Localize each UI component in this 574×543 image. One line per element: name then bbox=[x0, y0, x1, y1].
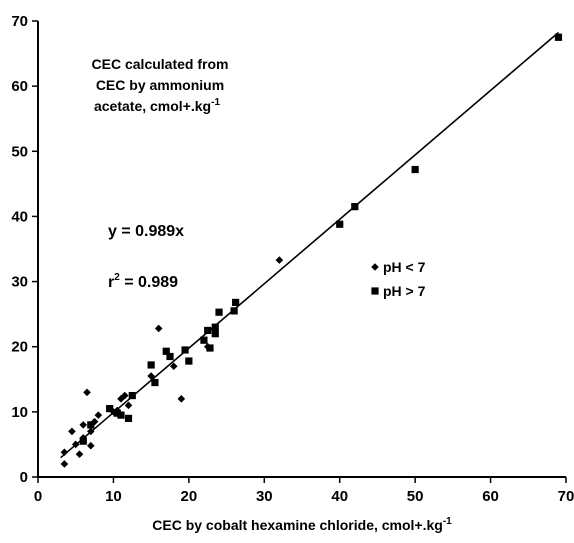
data-point-ph-above-7 bbox=[106, 405, 114, 413]
data-point-ph-above-7 bbox=[215, 308, 223, 316]
annotation-superscript: -1 bbox=[211, 97, 220, 108]
x-tick-label: 20 bbox=[181, 488, 198, 505]
data-point-ph-below-7 bbox=[79, 421, 88, 429]
data-point-ph-below-7 bbox=[75, 450, 84, 458]
data-point-ph-above-7 bbox=[147, 361, 155, 369]
annotation-line-2: CEC by ammonium bbox=[96, 77, 224, 93]
legend-label: pH < 7 bbox=[383, 259, 426, 275]
y-tick-label: 50 bbox=[11, 143, 28, 160]
data-point-ph-above-7 bbox=[151, 378, 159, 387]
data-point-ph-above-7 bbox=[232, 298, 240, 307]
legend-label: pH > 7 bbox=[383, 283, 426, 299]
data-point-ph-below-7 bbox=[117, 395, 125, 403]
data-point-ph-above-7 bbox=[166, 352, 174, 361]
data-point-ph-above-7 bbox=[162, 347, 170, 355]
x-tick-label: 40 bbox=[331, 488, 348, 505]
data-point-ph-above-7 bbox=[181, 346, 189, 354]
y-tick-label: 20 bbox=[11, 339, 28, 356]
data-point-ph-above-7 bbox=[113, 409, 121, 417]
regression-line bbox=[60, 31, 559, 459]
annotation-line-1: CEC calculated from bbox=[92, 56, 229, 72]
x-tick-label: 10 bbox=[105, 488, 122, 505]
data-point-ph-above-7 bbox=[230, 307, 238, 315]
data-point-ph-above-7 bbox=[336, 220, 344, 228]
data-point-ph-above-7 bbox=[128, 391, 136, 400]
x-axis-title: CEC by cobalt hexamine chloride, cmol+.k… bbox=[152, 516, 452, 533]
data-point-ph-below-7 bbox=[177, 395, 186, 403]
r-squared: r2 = 0.989 bbox=[108, 272, 178, 291]
data-point-ph-below-7 bbox=[60, 460, 69, 468]
data-point-ph-above-7 bbox=[411, 165, 419, 174]
x-tick-label: 0 bbox=[34, 488, 42, 505]
legend: pH < 7 pH > 7 bbox=[371, 259, 426, 299]
data-points bbox=[60, 33, 563, 468]
data-point-ph-above-7 bbox=[211, 330, 219, 338]
data-point-ph-below-7 bbox=[83, 388, 91, 397]
x-axis-title-superscript: -1 bbox=[443, 516, 452, 527]
data-point-ph-below-7 bbox=[71, 440, 80, 449]
y-tick-label: 70 bbox=[11, 13, 28, 30]
annotation-line-3: acetate, cmol+.kg-1 bbox=[94, 97, 220, 114]
legend-marker bbox=[371, 263, 379, 271]
data-point-ph-below-7 bbox=[87, 427, 95, 436]
data-point-ph-below-7 bbox=[60, 448, 69, 457]
y-tick-label: 30 bbox=[11, 274, 28, 291]
data-point-ph-above-7 bbox=[200, 336, 208, 344]
y-tick-label: 10 bbox=[11, 404, 28, 421]
x-tick-label: 30 bbox=[256, 488, 273, 505]
data-point-ph-above-7 bbox=[87, 421, 95, 429]
data-point-ph-above-7 bbox=[79, 437, 87, 445]
legend-marker bbox=[371, 287, 379, 295]
data-point-ph-above-7 bbox=[206, 344, 214, 352]
chart-annotation: CEC calculated from CEC by ammonium acet… bbox=[92, 56, 229, 114]
data-point-ph-above-7 bbox=[351, 203, 359, 211]
axes: 0 10 20 30 40 50 60 70 0 10 20 30 40 50 60 70 bbox=[11, 13, 574, 505]
y-tick-label: 60 bbox=[11, 78, 28, 95]
data-point-ph-below-7 bbox=[120, 391, 129, 400]
x-tick-label: 70 bbox=[558, 488, 574, 505]
x-axis-ticks: 0 10 20 30 40 50 60 70 bbox=[34, 477, 574, 505]
data-point-ph-above-7 bbox=[124, 414, 133, 422]
regression-equation: y = 0.989x bbox=[108, 223, 184, 240]
data-point-ph-below-7 bbox=[68, 427, 76, 436]
data-point-ph-above-7 bbox=[185, 357, 193, 365]
data-point-ph-above-7 bbox=[554, 33, 563, 41]
x-tick-label: 60 bbox=[482, 488, 499, 505]
data-point-ph-below-7 bbox=[124, 401, 133, 410]
data-point-ph-below-7 bbox=[154, 324, 163, 333]
data-point-ph-below-7 bbox=[87, 441, 95, 450]
data-point-ph-below-7 bbox=[275, 256, 284, 264]
y-axis-ticks: 0 10 20 30 40 50 60 70 bbox=[11, 13, 38, 486]
data-point-ph-above-7 bbox=[204, 326, 212, 335]
x-tick-label: 50 bbox=[407, 488, 424, 505]
data-point-ph-above-7 bbox=[211, 323, 219, 331]
y-tick-label: 40 bbox=[11, 208, 28, 225]
data-point-ph-above-7 bbox=[117, 411, 125, 419]
y-tick-label: 0 bbox=[20, 469, 28, 486]
data-point-ph-below-7 bbox=[94, 411, 103, 419]
data-point-ph-below-7 bbox=[147, 372, 155, 380]
data-point-ph-below-7 bbox=[169, 362, 178, 371]
